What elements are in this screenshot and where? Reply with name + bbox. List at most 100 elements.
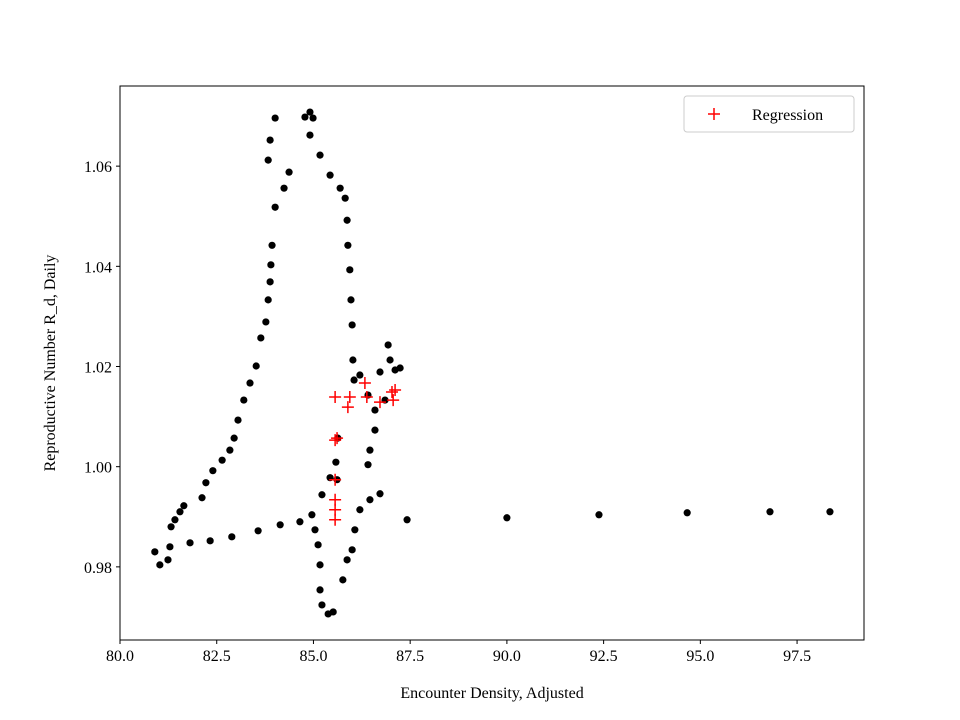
dot-marker <box>230 434 238 442</box>
dot-marker <box>343 556 351 564</box>
dot-marker <box>350 376 358 384</box>
plus-marker <box>329 391 342 404</box>
dot-marker <box>306 108 314 116</box>
x-tick-label: 80.0 <box>106 648 134 665</box>
x-tick-label: 87.5 <box>396 648 424 665</box>
dot-marker <box>314 541 322 549</box>
dot-marker <box>186 539 194 547</box>
dot-marker <box>151 548 159 556</box>
dot-marker <box>339 576 347 584</box>
dot-marker <box>262 318 270 326</box>
dot-marker <box>336 184 344 192</box>
dot-marker <box>356 506 364 514</box>
y-tick-label: 1.02 <box>84 360 112 377</box>
y-tick-label: 1.00 <box>84 460 112 477</box>
dot-marker <box>386 356 394 364</box>
dot-marker <box>503 514 511 522</box>
plus-marker <box>385 386 398 399</box>
dot-marker <box>180 502 188 510</box>
dot-marker <box>264 296 272 304</box>
dot-marker <box>364 461 372 469</box>
x-axis-label: Encounter Density, Adjusted <box>400 685 583 702</box>
plus-marker <box>329 513 342 526</box>
x-tick-label: 95.0 <box>686 648 714 665</box>
dot-marker <box>344 241 352 249</box>
dot-marker <box>346 266 354 274</box>
dot-marker <box>766 508 774 516</box>
dot-marker <box>316 561 324 569</box>
dot-marker <box>164 556 172 564</box>
plus-marker <box>329 503 342 516</box>
x-tick-label: 97.5 <box>783 648 811 665</box>
y-tick-label: 1.06 <box>84 159 112 176</box>
dot-marker <box>246 379 254 387</box>
dot-marker <box>376 368 384 376</box>
dot-marker <box>349 356 357 364</box>
plus-marker <box>387 394 400 407</box>
dot-marker <box>266 136 274 144</box>
dot-marker <box>332 458 340 466</box>
x-tick-label: 90.0 <box>493 648 521 665</box>
dot-marker <box>171 516 179 524</box>
dot-marker <box>376 490 384 498</box>
dot-marker <box>396 364 404 372</box>
dot-marker <box>356 371 364 379</box>
dot-marker <box>266 278 274 286</box>
dot-marker <box>206 537 214 545</box>
dot-marker <box>264 156 272 164</box>
dot-marker <box>280 184 288 192</box>
y-tick-label: 1.04 <box>84 259 112 276</box>
dot-marker <box>240 396 248 404</box>
dot-marker <box>257 334 265 342</box>
plus-marker <box>331 432 344 445</box>
dot-marker <box>271 114 279 122</box>
dot-marker <box>268 241 276 249</box>
dot-marker <box>826 508 834 516</box>
dot-marker <box>316 586 324 594</box>
plus-marker <box>373 396 386 409</box>
dot-marker <box>166 543 174 551</box>
dot-marker <box>285 168 293 176</box>
plot-frame <box>119 85 865 641</box>
plus-marker <box>358 377 371 390</box>
x-tick-label: 92.5 <box>590 648 618 665</box>
plus-marker <box>343 391 356 404</box>
dot-marker <box>306 131 314 139</box>
dot-marker <box>371 406 379 414</box>
dot-marker <box>348 321 356 329</box>
dot-marker <box>403 516 411 524</box>
dot-marker <box>198 494 206 502</box>
dot-marker <box>318 601 326 609</box>
dot-marker <box>156 561 164 569</box>
dot-marker <box>218 456 226 464</box>
dot-marker <box>271 203 279 211</box>
plus-marker <box>329 493 342 506</box>
dot-marker <box>308 511 316 519</box>
dot-marker <box>301 113 309 121</box>
plus-marker <box>389 384 402 397</box>
dot-marker <box>311 526 319 534</box>
dot-marker <box>347 296 355 304</box>
dot-marker <box>254 527 262 535</box>
plus-marker <box>329 473 342 486</box>
x-tick-label: 85.0 <box>299 648 327 665</box>
dot-marker <box>316 151 324 159</box>
dot-marker <box>326 171 334 179</box>
legend-marker <box>708 108 720 120</box>
dot-marker <box>595 511 603 519</box>
dot-marker <box>167 523 175 531</box>
dot-marker <box>202 479 210 487</box>
dot-marker <box>252 362 260 370</box>
y-axis-label: Reproductive Number R_d, Daily <box>42 255 59 472</box>
dot-marker <box>276 521 284 529</box>
dot-marker <box>683 509 691 517</box>
dot-marker <box>296 518 304 526</box>
dot-marker <box>366 496 374 504</box>
dot-marker <box>209 467 217 475</box>
x-tick-label: 82.5 <box>203 648 231 665</box>
dot-marker <box>329 608 337 616</box>
dot-marker <box>384 341 392 349</box>
dot-marker <box>366 446 374 454</box>
dot-marker <box>351 526 359 534</box>
